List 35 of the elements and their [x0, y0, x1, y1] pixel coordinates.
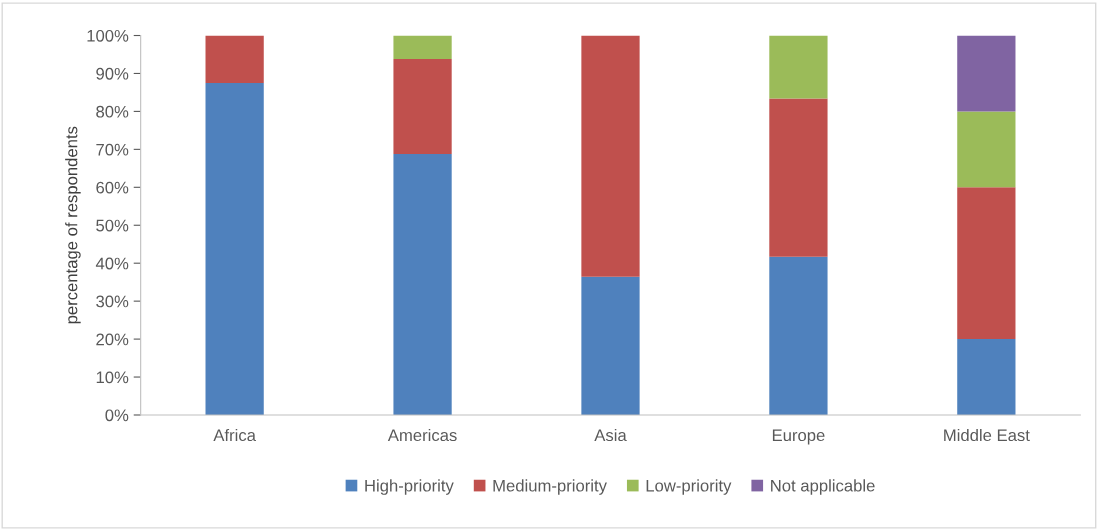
x-tick-label: Europe — [772, 429, 825, 445]
y-axis-title: percentage of respondents — [65, 126, 81, 324]
y-tick-label: 30% — [96, 295, 129, 308]
legend-label: High-priority — [365, 479, 454, 495]
y-tick-label: 0% — [105, 409, 129, 422]
y-tick-label: 70% — [96, 143, 129, 156]
bar — [393, 35, 452, 60]
y-tick-label: 40% — [95, 257, 129, 270]
bar — [769, 35, 828, 99]
y-tick-label: 80% — [96, 105, 129, 118]
bar — [957, 187, 1016, 340]
y-tick-label: 60% — [96, 181, 129, 194]
x-tick-label: Asia — [594, 428, 627, 442]
legend-label: Low-priority — [646, 479, 732, 495]
bar — [581, 35, 640, 277]
y-tick-label: 50% — [96, 219, 129, 232]
y-tick-label: 20% — [96, 333, 129, 346]
y-tick-label: 100% — [87, 29, 129, 42]
bar — [393, 59, 452, 154]
y-tick-label: 90% — [96, 67, 129, 80]
bar — [769, 98, 828, 257]
y-tick-label: 10% — [96, 371, 129, 384]
bar — [581, 276, 640, 415]
bar — [957, 35, 1016, 112]
bar — [769, 256, 828, 415]
bar — [205, 82, 264, 415]
bar — [205, 35, 264, 83]
legend-label: Medium-priority — [493, 479, 607, 495]
bar — [393, 153, 452, 415]
x-tick-label: Americas — [387, 428, 457, 442]
bar — [957, 339, 1016, 415]
bar — [957, 111, 1016, 188]
x-tick-label: Middle East — [944, 428, 1030, 442]
x-tick-label: Africa — [213, 428, 256, 442]
legend-label: Not applicable — [771, 479, 875, 495]
